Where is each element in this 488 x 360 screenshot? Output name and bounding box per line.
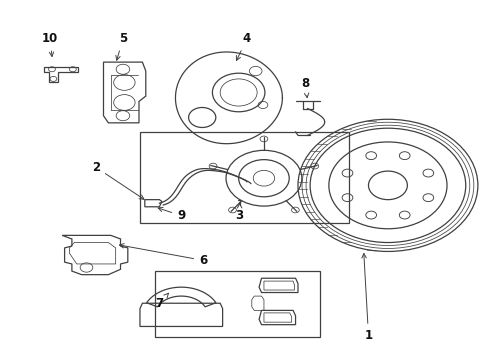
Text: 1: 1 <box>361 253 372 342</box>
Text: 8: 8 <box>301 77 309 98</box>
Text: 9: 9 <box>158 207 185 222</box>
Text: 3: 3 <box>235 203 243 222</box>
Bar <box>154 271 319 337</box>
Bar <box>140 132 348 223</box>
Text: 2: 2 <box>92 161 144 199</box>
Text: 6: 6 <box>119 244 207 267</box>
Text: 10: 10 <box>42 32 58 57</box>
Text: 5: 5 <box>116 32 127 60</box>
Text: 4: 4 <box>236 32 250 60</box>
Text: 7: 7 <box>155 293 168 310</box>
